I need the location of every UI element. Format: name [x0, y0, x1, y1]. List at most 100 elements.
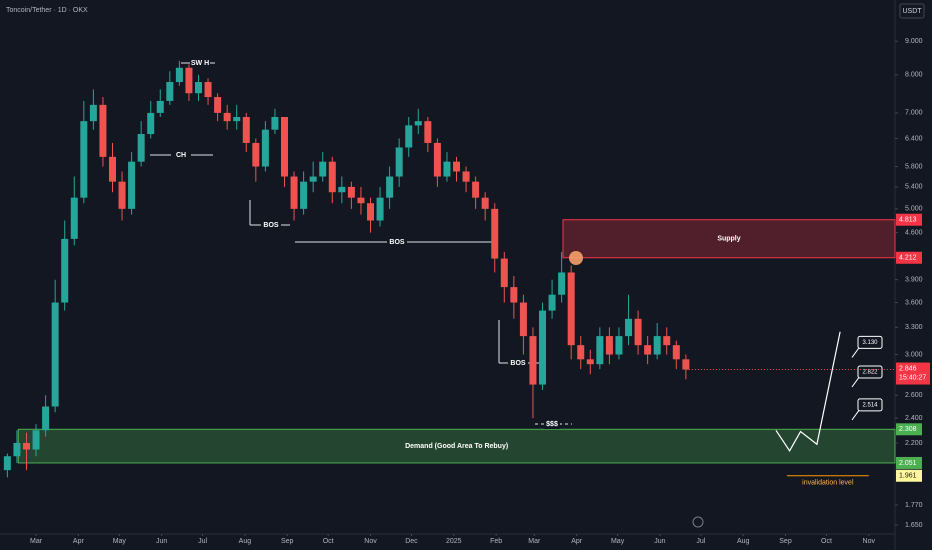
x-tick-label: Oct: [323, 538, 334, 545]
candle-body: [433, 142, 441, 177]
candle-body: [290, 176, 298, 209]
y-tick-label: 2.400: [905, 415, 923, 422]
tap-marker: [569, 251, 583, 265]
candle-body: [22, 442, 30, 450]
candle-body: [443, 161, 451, 177]
x-tick-label: Oct: [821, 538, 832, 545]
supply-top-label: 4.813: [899, 217, 917, 224]
demand-top-label: 2.308: [899, 426, 917, 433]
candle-body: [137, 134, 145, 162]
candle-body: [194, 82, 202, 94]
candle-body: [166, 82, 174, 101]
candle-body: [586, 359, 594, 365]
x-tick-label: May: [611, 538, 625, 545]
candle-body: [3, 456, 11, 471]
x-tick-label: Jun: [156, 538, 167, 545]
y-tick-label: 8.000: [905, 72, 923, 79]
annotation-bg: [387, 237, 407, 247]
candle-body: [491, 208, 499, 259]
candle-body: [223, 112, 231, 122]
last-price: 2.846: [899, 365, 917, 372]
candle-body: [61, 238, 69, 303]
x-tick-label: Mar: [30, 538, 43, 545]
target-box: [857, 335, 883, 349]
candle-body: [605, 336, 613, 355]
candle-body: [519, 302, 527, 337]
candle-body: [548, 294, 556, 311]
candle-body: [156, 100, 164, 113]
candle-body: [405, 125, 413, 148]
y-tick-label: 2.600: [905, 392, 923, 399]
invalidation-label: invalidation level: [802, 480, 854, 487]
annotation: $$$: [546, 421, 558, 428]
y-tick-label: 1.770: [905, 502, 923, 509]
candle-body: [233, 116, 241, 122]
x-tick-label: Sep: [281, 538, 294, 545]
demand-zone: [17, 428, 896, 464]
candle-body: [367, 203, 375, 221]
x-tick-label: Jul: [696, 538, 705, 545]
candle-body: [80, 121, 88, 198]
candle-body: [424, 121, 432, 143]
candle-body: [242, 116, 250, 143]
projection-path: [775, 331, 841, 452]
y-tick-label: 3.900: [905, 277, 923, 284]
annotation: BOS: [510, 360, 526, 367]
y-tick-label: 7.000: [905, 110, 923, 117]
y-tick-label: 2.200: [905, 440, 923, 447]
candle-body: [271, 116, 279, 130]
annotation: BOS: [389, 239, 405, 246]
x-tick-label: Mar: [528, 538, 541, 545]
candle-body: [338, 186, 346, 193]
supply-bottom-label-box: [896, 251, 922, 264]
x-tick-label: Apr: [571, 538, 583, 545]
x-tick-label: Aug: [239, 538, 252, 545]
candle-body: [108, 156, 116, 182]
candle-body: [453, 161, 461, 172]
y-tick-label: 3.300: [905, 324, 923, 331]
candle-body: [529, 336, 537, 385]
candle-body: [663, 336, 671, 346]
x-tick-label: May: [113, 538, 127, 545]
currency: USDT: [902, 8, 922, 15]
demand-bottom-label-box: [896, 456, 922, 469]
x-tick-label: Nov: [364, 538, 377, 545]
x-tick-label: Feb: [490, 538, 502, 545]
candle-body: [328, 161, 336, 193]
demand-top-label-box: [896, 423, 922, 436]
y-tick-label: 5.400: [905, 184, 923, 191]
candle-body: [99, 104, 107, 157]
currency-box[interactable]: [899, 3, 925, 19]
annotation-bg: [261, 220, 281, 230]
candle-body: [261, 129, 269, 167]
x-tick-label: Aug: [737, 538, 750, 545]
chart-title: Toncoin/Tether · 1D · OKX: [6, 7, 88, 14]
x-tick-label: Nov: [863, 538, 876, 545]
x-tick-label: Apr: [73, 538, 85, 545]
y-tick-label: 6.400: [905, 135, 923, 142]
annotation: CH: [176, 152, 186, 159]
annotation-bg: [190, 58, 210, 68]
demand-bottom-label: 2.051: [899, 460, 917, 467]
candle-body: [300, 181, 308, 209]
target-label: 2.822: [862, 370, 878, 376]
candle-body: [376, 197, 384, 221]
candle-body: [510, 287, 518, 303]
candle-body: [481, 197, 489, 209]
target-box: [857, 365, 883, 379]
candle-body: [414, 121, 422, 126]
flash-icon[interactable]: [692, 516, 704, 528]
candle-body: [672, 345, 680, 360]
candle-body: [357, 197, 365, 204]
candle-body: [472, 181, 480, 198]
candle-body: [577, 345, 585, 360]
candle-body: [89, 104, 97, 122]
x-tick-label: Jul: [198, 538, 207, 545]
supply-label: Supply: [717, 236, 740, 243]
annotation: BOS: [263, 222, 279, 229]
y-tick-label: 3.000: [905, 351, 923, 358]
candle-body: [32, 430, 40, 450]
annotation-bg: [171, 150, 191, 160]
countdown: 15:40:27: [899, 374, 926, 381]
